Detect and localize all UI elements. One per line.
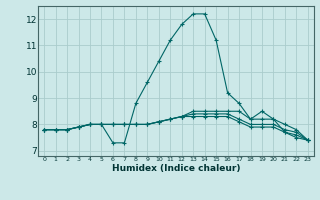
X-axis label: Humidex (Indice chaleur): Humidex (Indice chaleur)	[112, 164, 240, 173]
